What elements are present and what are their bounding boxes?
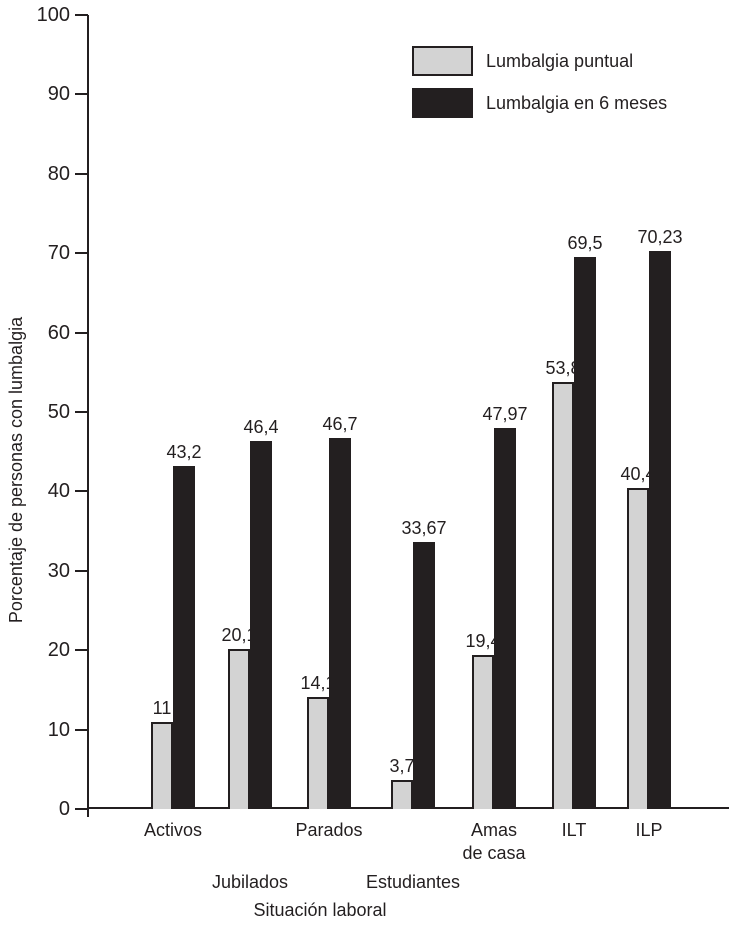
y-tick-label-70: 70	[47, 242, 70, 265]
x-category-label-line: Activos	[143, 820, 203, 840]
y-tick-label-20: 20	[47, 639, 70, 662]
value-label-lumbalgia-puntual-jubilados: 20,1	[221, 625, 257, 646]
value-label-lumbalgia-puntual-parados: 14,1	[300, 673, 336, 694]
bar-lumbalgia-en-6-meses-ilt	[574, 257, 596, 809]
y-tick-label-90: 90	[47, 83, 70, 106]
value-label-lumbalgia-en-6-meses-activos: 43,2	[166, 441, 202, 462]
y-tick-label-60: 60	[47, 321, 70, 344]
x-category-label-line: Estudiantes	[365, 872, 461, 892]
legend-swatch-6meses	[412, 88, 473, 118]
value-label-lumbalgia-puntual-activos: 11	[152, 697, 172, 718]
y-tick-label-40: 40	[47, 480, 70, 503]
bar-lumbalgia-puntual-jubilados	[228, 649, 250, 809]
y-tick-mark-90	[75, 93, 88, 96]
y-axis-line	[87, 15, 89, 817]
value-label-lumbalgia-puntual-ilt: 53,8	[545, 357, 581, 378]
value-label-lumbalgia-en-6-meses-estudiantes: 33,67	[401, 517, 447, 538]
bar-lumbalgia-puntual-ilt	[552, 381, 574, 809]
value-label-lumbalgia-puntual-estudiantes: 3,7	[389, 755, 415, 776]
y-tick-label-30: 30	[47, 559, 70, 582]
x-category-label-line: Amas	[470, 820, 517, 840]
bar-lumbalgia-en-6-meses-parados	[329, 438, 351, 809]
y-axis-title: Porcentaje de personas con lumbalgia	[6, 316, 26, 624]
legend-label-6meses: Lumbalgia en 6 meses	[486, 92, 668, 113]
legend-label-puntual: Lumbalgia puntual	[486, 50, 634, 71]
legend-item-puntual: Lumbalgia puntual	[412, 46, 667, 76]
x-category-label-estudiantes: Estudiantes	[358, 871, 468, 894]
bar-lumbalgia-en-6-meses-ilp	[649, 251, 671, 809]
y-tick-label-0: 0	[58, 798, 70, 820]
x-category-label-jubilados: Jubilados	[195, 871, 305, 894]
bar-lumbalgia-puntual-ilp	[627, 488, 649, 809]
x-category-label-parados: Parados	[274, 819, 384, 842]
y-tick-mark-100	[75, 14, 88, 16]
x-category-label-line: ILP	[635, 820, 663, 840]
bar-lumbalgia-puntual-amas-de-casa	[472, 654, 494, 809]
y-tick-mark-20	[75, 649, 88, 652]
value-label-lumbalgia-en-6-meses-parados: 46,7	[322, 414, 358, 435]
y-tick-label-100: 100	[36, 4, 70, 26]
value-label-lumbalgia-en-6-meses-amas-de-casa: 47,97	[482, 404, 528, 425]
x-category-label-ilt: ILT	[519, 819, 629, 842]
x-category-label-line: Parados	[295, 820, 363, 840]
x-category-label-ilp: ILP	[594, 819, 704, 842]
value-label-lumbalgia-en-6-meses-jubilados: 46,4	[243, 416, 279, 437]
value-label-lumbalgia-en-6-meses-ilp: 70,23	[637, 227, 683, 248]
y-tick-mark-70	[75, 252, 88, 255]
y-tick-mark-0	[75, 808, 88, 810]
legend-swatch-puntual	[412, 46, 473, 76]
y-tick-label-80: 80	[47, 162, 70, 185]
x-category-label-line: Jubilados	[211, 872, 289, 892]
value-label-lumbalgia-puntual-ilp: 40,4	[620, 464, 656, 485]
y-tick-label-50: 50	[47, 401, 70, 423]
bar-lumbalgia-en-6-meses-activos	[173, 465, 195, 809]
bar-lumbalgia-en-6-meses-estudiantes	[413, 541, 435, 809]
y-tick-mark-30	[75, 569, 88, 572]
y-tick-mark-10	[75, 728, 88, 731]
y-tick-mark-40	[75, 490, 88, 493]
bar-lumbalgia-puntual-estudiantes	[391, 779, 413, 809]
value-label-lumbalgia-en-6-meses-ilt: 69,5	[567, 233, 603, 254]
y-tick-label-10: 10	[47, 718, 70, 741]
x-category-label-amas-de-casa: Amas de casa	[439, 819, 549, 865]
y-tick-mark-50	[75, 411, 88, 413]
bar-lumbalgia-puntual-activos	[151, 721, 173, 809]
x-category-label-line: de casa	[462, 843, 526, 863]
x-category-label-activos: Activos	[118, 819, 228, 842]
legend: Lumbalgia puntual Lumbalgia en 6 meses	[412, 46, 667, 118]
value-label-lumbalgia-puntual-amas-de-casa: 19,4	[465, 630, 501, 651]
bar-lumbalgia-en-6-meses-amas-de-casa	[494, 428, 516, 809]
y-tick-mark-60	[75, 331, 88, 334]
x-axis-title: Situación laboral	[253, 900, 387, 920]
y-tick-mark-80	[75, 172, 88, 175]
bar-lumbalgia-puntual-parados	[307, 697, 329, 809]
bar-lumbalgia-en-6-meses-jubilados	[250, 440, 272, 809]
legend-item-6meses: Lumbalgia en 6 meses	[412, 88, 667, 118]
x-category-label-line: ILT	[561, 820, 587, 840]
